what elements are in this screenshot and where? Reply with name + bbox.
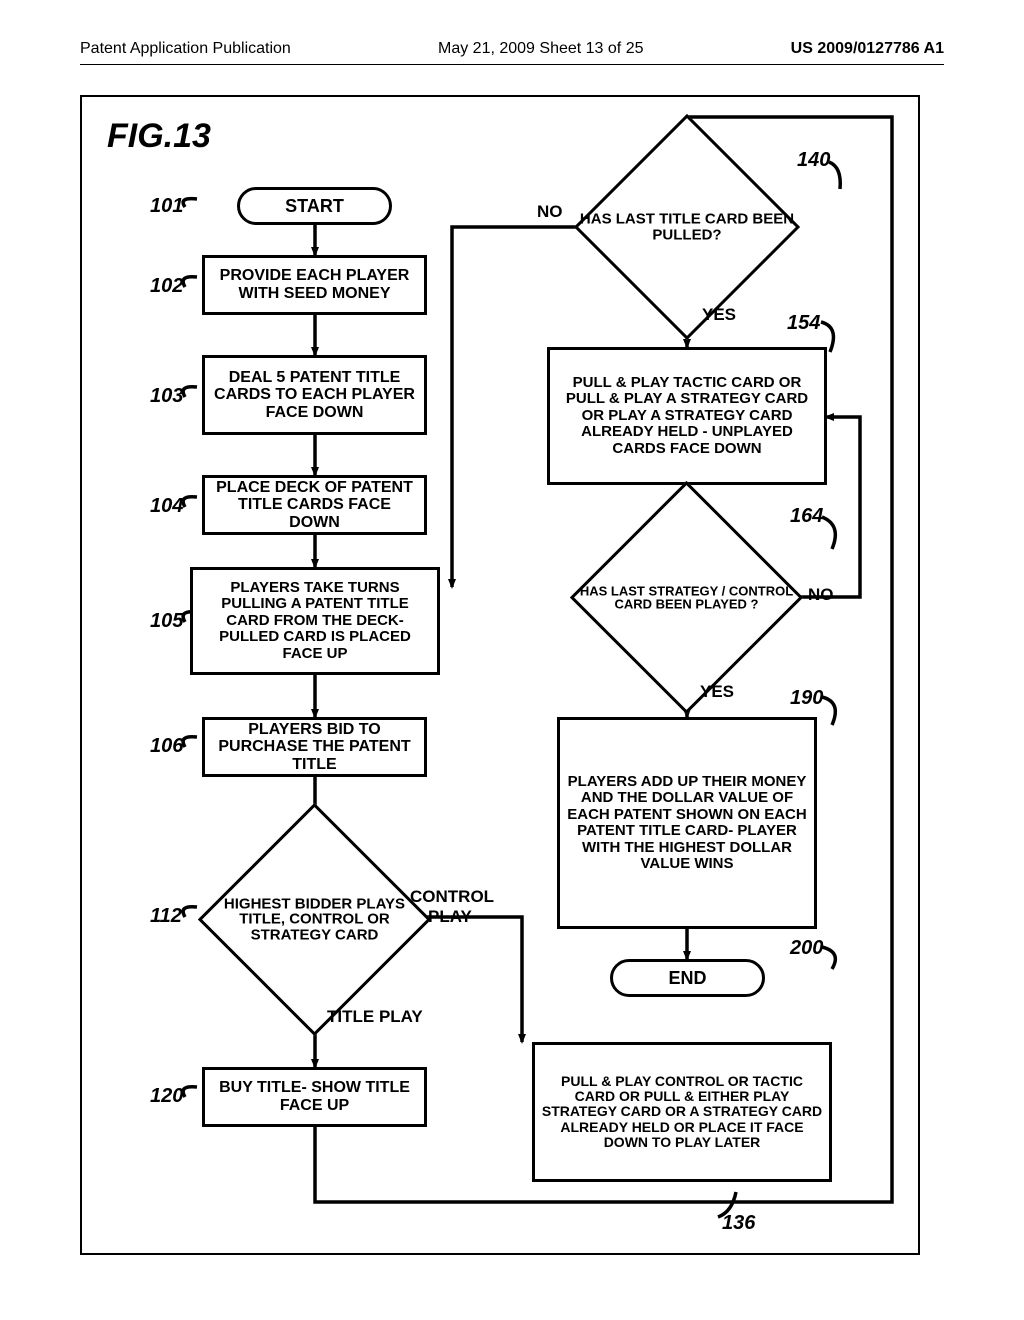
step-deal-cards: DEAL 5 PATENT TITLE CARDS TO EACH PLAYER… [202, 355, 427, 435]
figure-frame: FIG.13 [80, 95, 920, 1255]
ref-103: 103 [150, 385, 183, 408]
ref-190: 190 [790, 687, 823, 710]
label-yes-164: YES [700, 682, 734, 702]
step-buy-title: BUY TITLE- SHOW TITLE FACE UP [202, 1067, 427, 1127]
ref-154: 154 [787, 312, 820, 335]
label-yes-140: YES [702, 305, 736, 325]
step-bid: PLAYERS BID TO PURCHASE THE PATENT TITLE [202, 717, 427, 777]
ref-164: 164 [790, 505, 823, 528]
ref-104: 104 [150, 495, 183, 518]
ref-140: 140 [797, 149, 830, 172]
step-control-play: PULL & PLAY CONTROL OR TACTIC CARD OR PU… [532, 1042, 832, 1182]
label-no-140: NO [537, 202, 563, 222]
step-pull-card: PLAYERS TAKE TURNS PULLING A PATENT TITL… [190, 567, 440, 675]
page-header: Patent Application Publication May 21, 2… [80, 40, 944, 65]
label-no-164: NO [808, 585, 834, 605]
label-title-play: TITLE PLAY [327, 1007, 423, 1027]
ref-102: 102 [150, 275, 183, 298]
decision-highest-bidder: HIGHEST BIDDER PLAYS TITLE, CONTROL OR S… [232, 837, 397, 1002]
ref-136: 136 [722, 1212, 755, 1235]
figure-label: FIG.13 [107, 117, 211, 156]
label-control-play-a: CONTROL [410, 887, 494, 907]
decision-last-title: HAS LAST TITLE CARD BEEN PULLED? [607, 147, 767, 307]
end-node: END [610, 959, 765, 997]
step-seed-money: PROVIDE EACH PLAYER WITH SEED MONEY [202, 255, 427, 315]
patent-page: Patent Application Publication May 21, 2… [80, 40, 944, 1280]
header-left: Patent Application Publication [80, 40, 291, 58]
ref-120: 120 [150, 1085, 183, 1108]
step-place-deck: PLACE DECK OF PATENT TITLE CARDS FACE DO… [202, 475, 427, 535]
step-pull-play-tactic: PULL & PLAY TACTIC CARD OR PULL & PLAY A… [547, 347, 827, 485]
ref-106: 106 [150, 735, 183, 758]
decision-last-strategy: HAS LAST STRATEGY / CONTROL CARD BEEN PL… [604, 515, 769, 680]
header-right: US 2009/0127786 A1 [791, 40, 944, 58]
start-node: START [237, 187, 392, 225]
ref-200: 200 [790, 937, 823, 960]
step-add-up: PLAYERS ADD UP THEIR MONEY AND THE DOLLA… [557, 717, 817, 929]
ref-112: 112 [150, 905, 182, 928]
ref-101: 101 [150, 195, 183, 218]
label-control-play-b: PLAY [428, 907, 472, 927]
header-mid: May 21, 2009 Sheet 13 of 25 [438, 40, 643, 58]
ref-105: 105 [150, 610, 183, 633]
